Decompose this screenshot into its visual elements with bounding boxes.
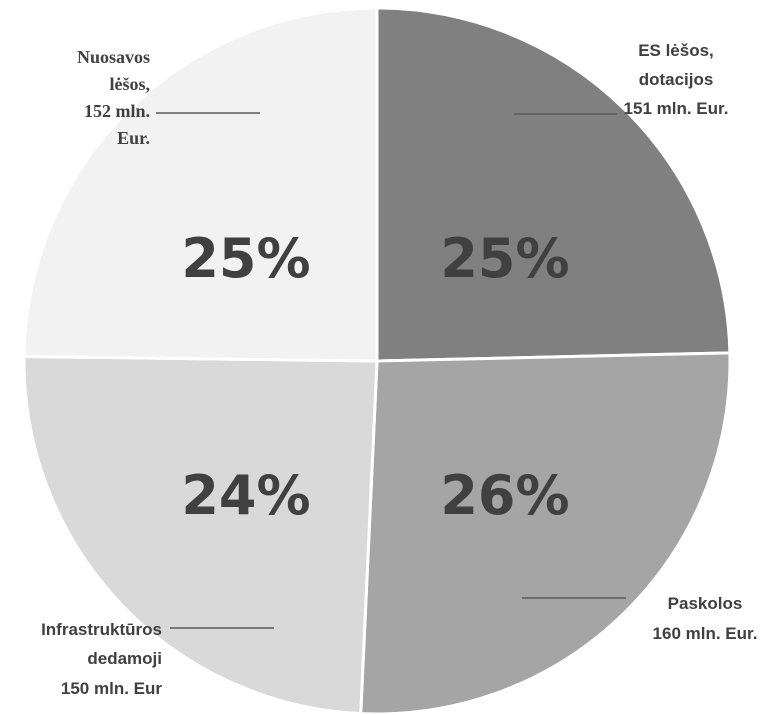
- pie-slice-es: [375, 6, 732, 363]
- svg-text:lėšos,: lėšos,: [110, 74, 151, 94]
- svg-text:160 mln. Eur.: 160 mln. Eur.: [653, 624, 758, 643]
- percent-label-infra: 24%: [181, 464, 310, 527]
- svg-text:dotacijos: dotacijos: [639, 70, 714, 89]
- percent-label-nuosavos: 25%: [181, 227, 310, 290]
- svg-text:dedamoji: dedamoji: [87, 649, 162, 668]
- svg-text:Paskolos: Paskolos: [668, 594, 743, 613]
- svg-text:Infrastruktūros: Infrastruktūros: [41, 620, 162, 639]
- category-label-infra: Infrastruktūros dedamoji 150 mln. Eur: [41, 620, 162, 698]
- pie-slice-nuosavos: [22, 6, 379, 363]
- svg-text:150 mln. Eur: 150 mln. Eur: [61, 679, 162, 698]
- percent-label-es: 25%: [440, 227, 569, 290]
- svg-text:Eur.: Eur.: [117, 128, 150, 148]
- pie-slice-infra: [22, 354, 379, 715]
- svg-text:ES lėšos,: ES lėšos,: [638, 41, 714, 60]
- category-label-es: ES lėšos, dotacijos 151 mln. Eur.: [624, 41, 729, 118]
- category-label-nuosavos: Nuosavos lėšos, 152 mln. Eur.: [77, 47, 150, 148]
- percent-label-paskolos: 26%: [440, 464, 569, 527]
- pie-slice-paskolos: [359, 351, 732, 715]
- leader-lines: [156, 112, 626, 629]
- svg-text:152 mln.: 152 mln.: [84, 101, 150, 121]
- pie-slices: [22, 6, 732, 715]
- category-label-paskolos: Paskolos 160 mln. Eur.: [653, 594, 758, 643]
- svg-text:151 mln. Eur.: 151 mln. Eur.: [624, 99, 729, 118]
- svg-text:Nuosavos: Nuosavos: [77, 47, 150, 67]
